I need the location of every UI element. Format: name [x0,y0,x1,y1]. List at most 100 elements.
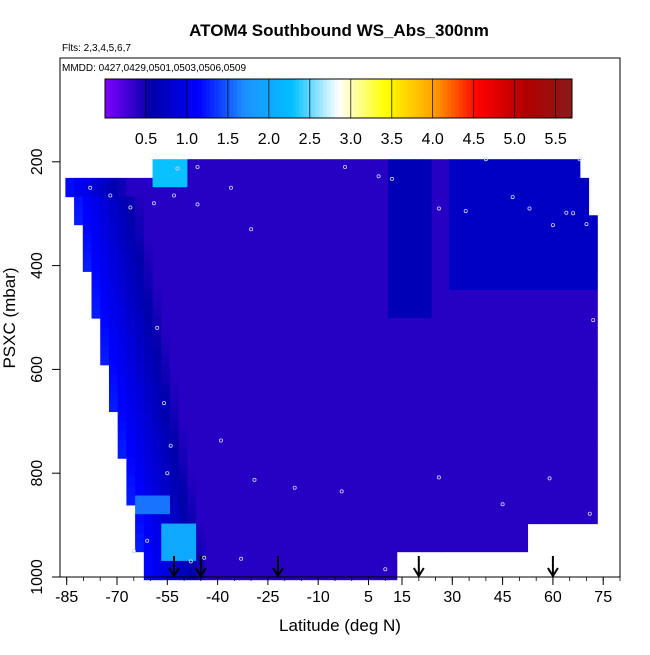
heatmap-cell [510,327,520,338]
heatmap-cell [501,504,511,515]
heatmap-cell [379,374,389,385]
heatmap-cell [396,196,406,207]
heatmap-cell [448,355,459,366]
heatmap-cell [448,364,459,375]
colorbar-segment [392,79,398,118]
heatmap-cell [379,439,389,450]
heatmap-cell [335,402,345,413]
heatmap-cell [326,523,337,534]
heatmap-cell [82,215,93,226]
heatmap-cell [126,364,136,375]
heatmap-cell [126,289,136,300]
colorbar-segment [326,79,332,118]
heatmap-cell [274,402,284,413]
heatmap-cell [501,205,511,216]
heatmap-cell [396,532,406,543]
heatmap-cell [536,177,546,188]
heatmap-cell [457,280,468,291]
heatmap-cell [527,159,537,170]
heatmap-cell [335,318,345,328]
heatmap-cell [527,476,537,487]
heatmap-cell [396,308,406,319]
colorbar-segment [206,79,211,118]
heatmap-cell [161,551,171,562]
heatmap-cell [396,327,406,338]
heatmap-cell [196,458,206,469]
colorbar-segment [377,79,382,118]
heatmap-cell [169,355,180,366]
heatmap-cell [544,486,555,497]
heatmap-cell [440,467,450,478]
heatmap-cell [239,430,250,441]
heatmap-cell [152,355,162,366]
heatmap-cell [178,261,189,272]
heatmap-cell [422,243,433,254]
x-tick-label: 5 [364,589,373,606]
heatmap-cell [431,205,441,216]
heatmap-cell [553,383,563,394]
heatmap-cell [169,261,180,272]
heatmap-cell [466,532,476,543]
heatmap-cell [161,271,171,282]
heatmap-cell [579,504,590,515]
heatmap-cell [161,346,171,356]
heatmap-cell [396,383,406,394]
heatmap-cell [370,420,380,431]
heatmap-cell [126,430,136,441]
heatmap-cell [492,346,502,356]
heatmap-cell [257,439,267,450]
colorbar-segment [486,79,491,118]
heatmap-cell [483,327,494,338]
heatmap-cell [440,486,450,497]
heatmap-cell [108,402,119,413]
heatmap-cell [353,168,363,179]
heatmap-cell [396,392,406,403]
heatmap-cell [239,215,250,226]
heatmap-cell [353,215,363,226]
heatmap-cell [335,187,345,198]
heatmap-cell [544,439,555,450]
heatmap-cell [405,346,415,356]
heatmap-cell [213,215,223,226]
heatmap-cell [309,233,319,244]
heatmap-cell [335,224,345,235]
heatmap-cell [257,467,267,478]
heatmap-cell [187,402,197,413]
heatmap-cell [422,215,433,226]
heatmap-cell [353,420,363,431]
heatmap-cell [562,308,572,319]
heatmap-cell [387,355,398,366]
heatmap-cell [440,523,450,534]
heatmap-cell [204,318,215,328]
colorbar-segment [525,79,530,118]
heatmap-cell [143,280,154,291]
heatmap-cell [265,476,276,487]
heatmap-cell [248,402,258,413]
heatmap-cell [169,486,180,497]
heatmap-cell [222,486,232,497]
sample-point [436,475,441,480]
heatmap-cell [370,532,380,543]
heatmap-cell [457,514,468,525]
heatmap-cell [292,458,302,469]
heatmap-cell [335,261,345,272]
heatmap-cell [222,523,232,534]
heatmap-cell [187,327,197,338]
colorbar-segment [303,79,308,118]
heatmap-cell [344,383,354,394]
heatmap-cell [536,439,546,450]
heatmap-cell [196,336,206,347]
heatmap-cell [309,523,319,534]
heatmap-cell [553,504,563,515]
heatmap-cell [135,495,145,506]
heatmap-cell [510,187,520,198]
heatmap-cell [510,336,520,347]
heatmap-cell [518,215,529,226]
heatmap-cell [457,448,468,459]
heatmap-cell [283,486,293,497]
heatmap-cell [396,467,406,478]
heatmap-cell [379,383,389,394]
heatmap-cell [204,271,215,282]
heatmap-cell [292,224,302,235]
heatmap-cell [309,308,319,319]
